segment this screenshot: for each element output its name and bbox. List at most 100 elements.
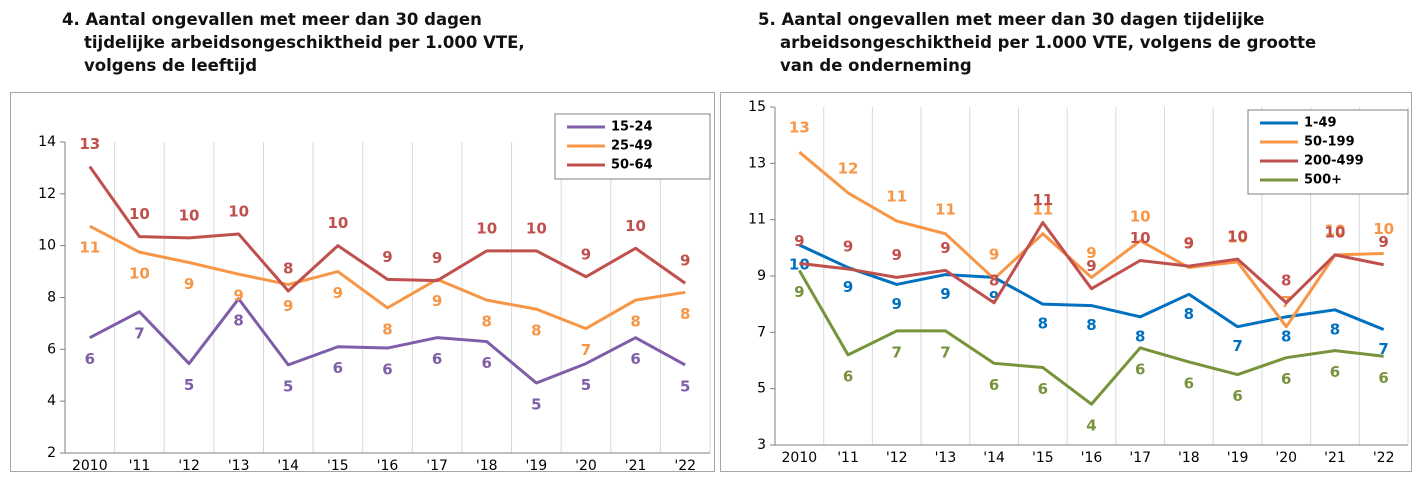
- data-label: 9: [843, 278, 853, 296]
- line-series: [798, 269, 1384, 406]
- data-label: 10: [1227, 228, 1248, 246]
- x-tick-label: '14: [983, 450, 1005, 466]
- data-label: 6: [1281, 370, 1291, 388]
- y-tick-label: 11: [748, 212, 766, 228]
- data-label: 6: [989, 376, 999, 394]
- legend-label: 50-64: [611, 158, 653, 173]
- y-tick-label: 5: [757, 381, 766, 397]
- data-label: 8: [989, 271, 999, 289]
- y-tick-label: 13: [748, 155, 766, 171]
- x-tick-label: '16: [377, 458, 399, 472]
- x-tick-label: 2010: [72, 458, 108, 472]
- legend-label: 1-49: [1304, 116, 1337, 131]
- data-label: 7: [581, 341, 591, 359]
- data-label: 9: [382, 248, 392, 266]
- data-label: 10: [1325, 221, 1346, 239]
- data-label: 8: [1086, 316, 1096, 334]
- data-label: 6: [843, 367, 853, 385]
- legend-label: 200-499: [1304, 154, 1364, 169]
- data-label: 8: [233, 311, 243, 329]
- x-tick-label: '21: [625, 458, 647, 472]
- data-label: 11: [79, 239, 100, 257]
- data-label: 9: [843, 237, 853, 255]
- data-label: 9: [1378, 233, 1388, 251]
- legend-label: 50-199: [1304, 135, 1355, 150]
- chart: 2 4 6 8 10 12 14 2010 '11 '12 '13 '14 '15 '16 '17 '18 '1…: [10, 92, 715, 472]
- data-label: 9: [1086, 257, 1096, 275]
- data-label: 9: [940, 239, 950, 257]
- line-series: [799, 220, 1384, 305]
- data-label: 12: [838, 159, 859, 177]
- y-tick-label: 6: [47, 341, 56, 357]
- data-label: 11: [935, 200, 956, 218]
- legend-label: 500+: [1304, 173, 1342, 188]
- data-label: 5: [531, 396, 541, 414]
- x-tick-label: '14: [277, 458, 299, 472]
- x-tick-label: '11: [837, 450, 859, 466]
- x-tick-label: '17: [1129, 450, 1151, 466]
- data-label: 8: [482, 313, 492, 331]
- data-label: 8: [382, 320, 392, 338]
- data-label: 9: [432, 249, 442, 267]
- data-label: 9: [432, 292, 442, 310]
- data-label: 9: [233, 287, 243, 305]
- data-label: 7: [940, 343, 950, 361]
- chart: 3 5 7 9 11 13 15 2010 '11 '12 '13 '14 '15 '16 '17 '18 '1…: [720, 92, 1412, 472]
- data-label: 5: [283, 377, 293, 395]
- data-label: 10: [476, 219, 497, 237]
- x-tick-label: '20: [575, 458, 597, 472]
- data-label: 5: [581, 376, 591, 394]
- data-label: 9: [333, 284, 343, 302]
- data-label: 10: [327, 214, 348, 232]
- y-tick-label: 10: [38, 238, 56, 254]
- y-tick-label: 12: [38, 186, 56, 202]
- x-tick-label: '22: [674, 458, 696, 472]
- data-label: 9: [892, 246, 902, 264]
- data-label: 13: [79, 135, 100, 153]
- y-tick-label: 3: [757, 437, 766, 453]
- data-label: 4: [1086, 417, 1096, 435]
- data-label: 8: [283, 260, 293, 278]
- data-label: 6: [333, 359, 343, 377]
- data-label: 6: [432, 350, 442, 368]
- chart-title: 5. Aantal ongevallen met meer dan 30 dag…: [758, 10, 1317, 75]
- y-tick-label: 7: [757, 324, 766, 340]
- data-label: 8: [630, 313, 640, 331]
- x-tick-label: '11: [129, 458, 151, 472]
- data-label: 8: [1330, 320, 1340, 338]
- data-label: 8: [1184, 305, 1194, 323]
- data-label: 10: [1130, 207, 1151, 225]
- data-label: 6: [1184, 374, 1194, 392]
- x-tick-label: '17: [426, 458, 448, 472]
- y-tick-label: 8: [47, 290, 56, 306]
- data-label: 5: [680, 377, 690, 395]
- data-label: 6: [382, 361, 392, 379]
- data-label: 8: [531, 322, 541, 340]
- data-label: 8: [1281, 327, 1291, 345]
- line-series: [798, 150, 1384, 329]
- y-tick-label: 9: [757, 268, 766, 284]
- data-label: 9: [940, 285, 950, 303]
- data-label: 11: [886, 188, 907, 206]
- data-label: 8: [1281, 271, 1291, 289]
- x-tick-label: '20: [1275, 450, 1297, 466]
- data-label: 9: [892, 295, 902, 313]
- x-tick-label: '22: [1373, 450, 1395, 466]
- data-label: 13: [789, 119, 810, 137]
- data-label: 7: [134, 324, 144, 342]
- data-label: 10: [1325, 223, 1346, 241]
- data-label: 9: [581, 245, 591, 263]
- data-label: 7: [892, 343, 902, 361]
- data-label: 8: [1135, 327, 1145, 345]
- x-tick-label: '15: [1032, 450, 1054, 466]
- data-label: 11: [1032, 200, 1053, 218]
- data-label: 7: [1378, 340, 1388, 358]
- data-label: 6: [630, 350, 640, 368]
- x-tick-label: '13: [935, 450, 957, 466]
- x-tick-label: '12: [886, 450, 908, 466]
- line-series: [89, 224, 686, 331]
- x-tick-label: '13: [228, 458, 250, 472]
- x-tick-label: '21: [1324, 450, 1346, 466]
- data-label: 10: [526, 219, 547, 237]
